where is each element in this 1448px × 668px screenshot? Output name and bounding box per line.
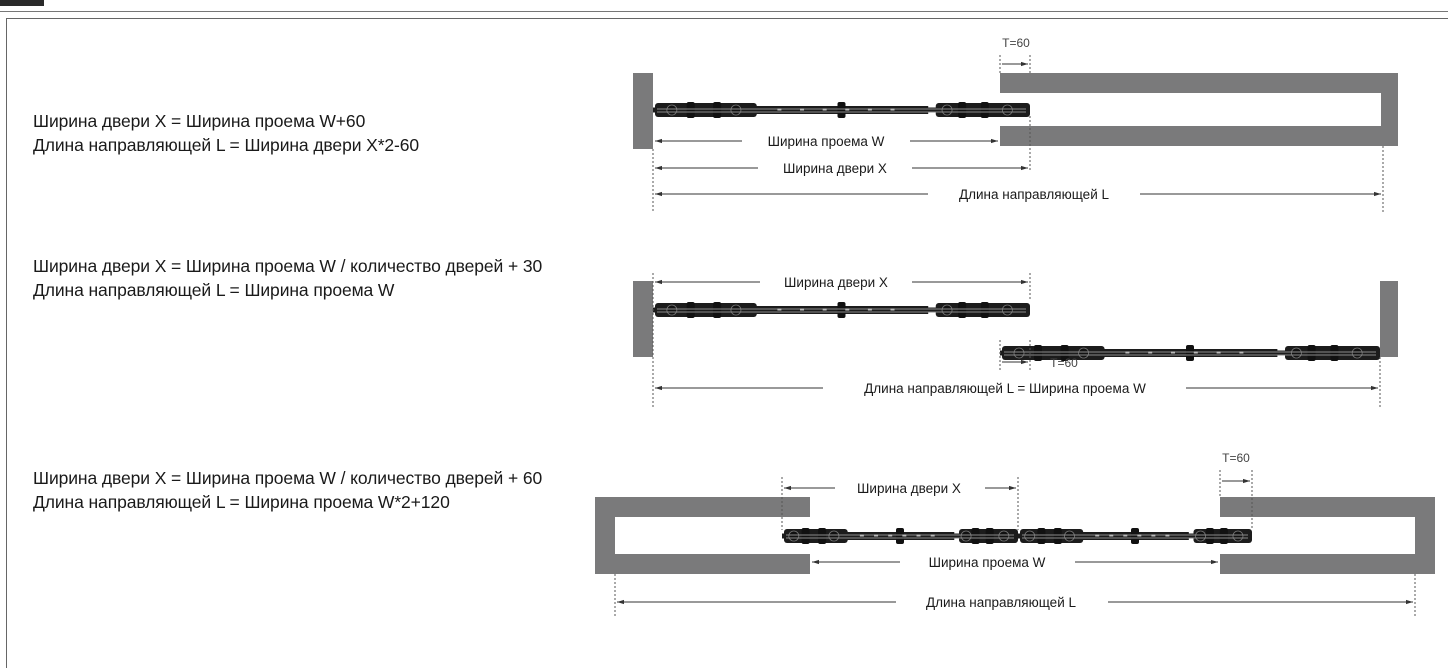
formula-rail-length-2: Длина направляющей L = Ширина проема W — [33, 280, 395, 300]
section-3-diagram: Ширина двери X Ширина проема W Длина нап… — [595, 451, 1435, 617]
formula-block-3: Ширина двери X = Ширина проема W / колич… — [33, 466, 542, 514]
dimension-lines — [652, 55, 1384, 212]
formula-door-width-2: Ширина двери X = Ширина проема W / колич… — [33, 256, 543, 276]
overlap-label: T=60 — [1002, 36, 1030, 50]
door-panel-front — [653, 302, 1030, 318]
formula-block-1: Ширина двери X = Ширина проема W+60 Длин… — [33, 109, 419, 157]
dim-label-opening-width: Ширина проема W — [768, 134, 885, 149]
dimension-lines — [614, 470, 1416, 617]
section-1-diagram: Ширина проема W Ширина двери X Длина нап… — [633, 36, 1398, 212]
wall-right-pocket — [1220, 497, 1435, 574]
dimension-lines — [652, 273, 1381, 407]
wall-right-pocket — [1000, 73, 1398, 146]
formula-rail-length-3: Длина направляющей L = Ширина проема W*2… — [33, 492, 450, 512]
dim-label-door-width: Ширина двери X — [857, 481, 961, 496]
dim-label-opening-width: Ширина проема W — [929, 555, 1046, 570]
header-tab-marker — [0, 0, 44, 6]
wall-right — [1380, 281, 1398, 357]
formula-door-width-3: Ширина двери X = Ширина проема W / колич… — [33, 468, 543, 488]
header-divider — [0, 11, 1448, 12]
wall-left-pocket — [595, 497, 810, 574]
page-header-bar — [0, 0, 1448, 12]
formula-rail-length-1: Длина направляющей L = Ширина двери X*2-… — [33, 135, 420, 155]
dim-label-door-width: Ширина двери X — [784, 275, 888, 290]
wall-left — [633, 73, 653, 149]
section-2-diagram: Ширина двери X Длина направляющей L = Ши… — [633, 273, 1398, 407]
dim-label-rail-length: Длина направляющей L — [959, 187, 1109, 202]
formula-block-2: Ширина двери X = Ширина проема W / колич… — [33, 254, 542, 302]
formula-door-width-1: Ширина двери X = Ширина проема W+60 — [33, 111, 366, 131]
door-panel — [653, 102, 1030, 118]
wall-left — [633, 281, 653, 357]
overlap-label: T=60 — [1222, 451, 1250, 465]
door-panel-left — [782, 528, 1018, 544]
door-panel-right — [1018, 528, 1252, 544]
dim-label-rail-length: Длина направляющей L — [926, 595, 1076, 610]
dim-label-door-width: Ширина двери X — [783, 161, 887, 176]
diagram-frame — [6, 18, 1448, 668]
door-panel-back — [1000, 345, 1380, 361]
overlap-label: T=60 — [1050, 356, 1078, 370]
dim-label-rail-length: Длина направляющей L = Ширина проема W — [864, 381, 1146, 396]
